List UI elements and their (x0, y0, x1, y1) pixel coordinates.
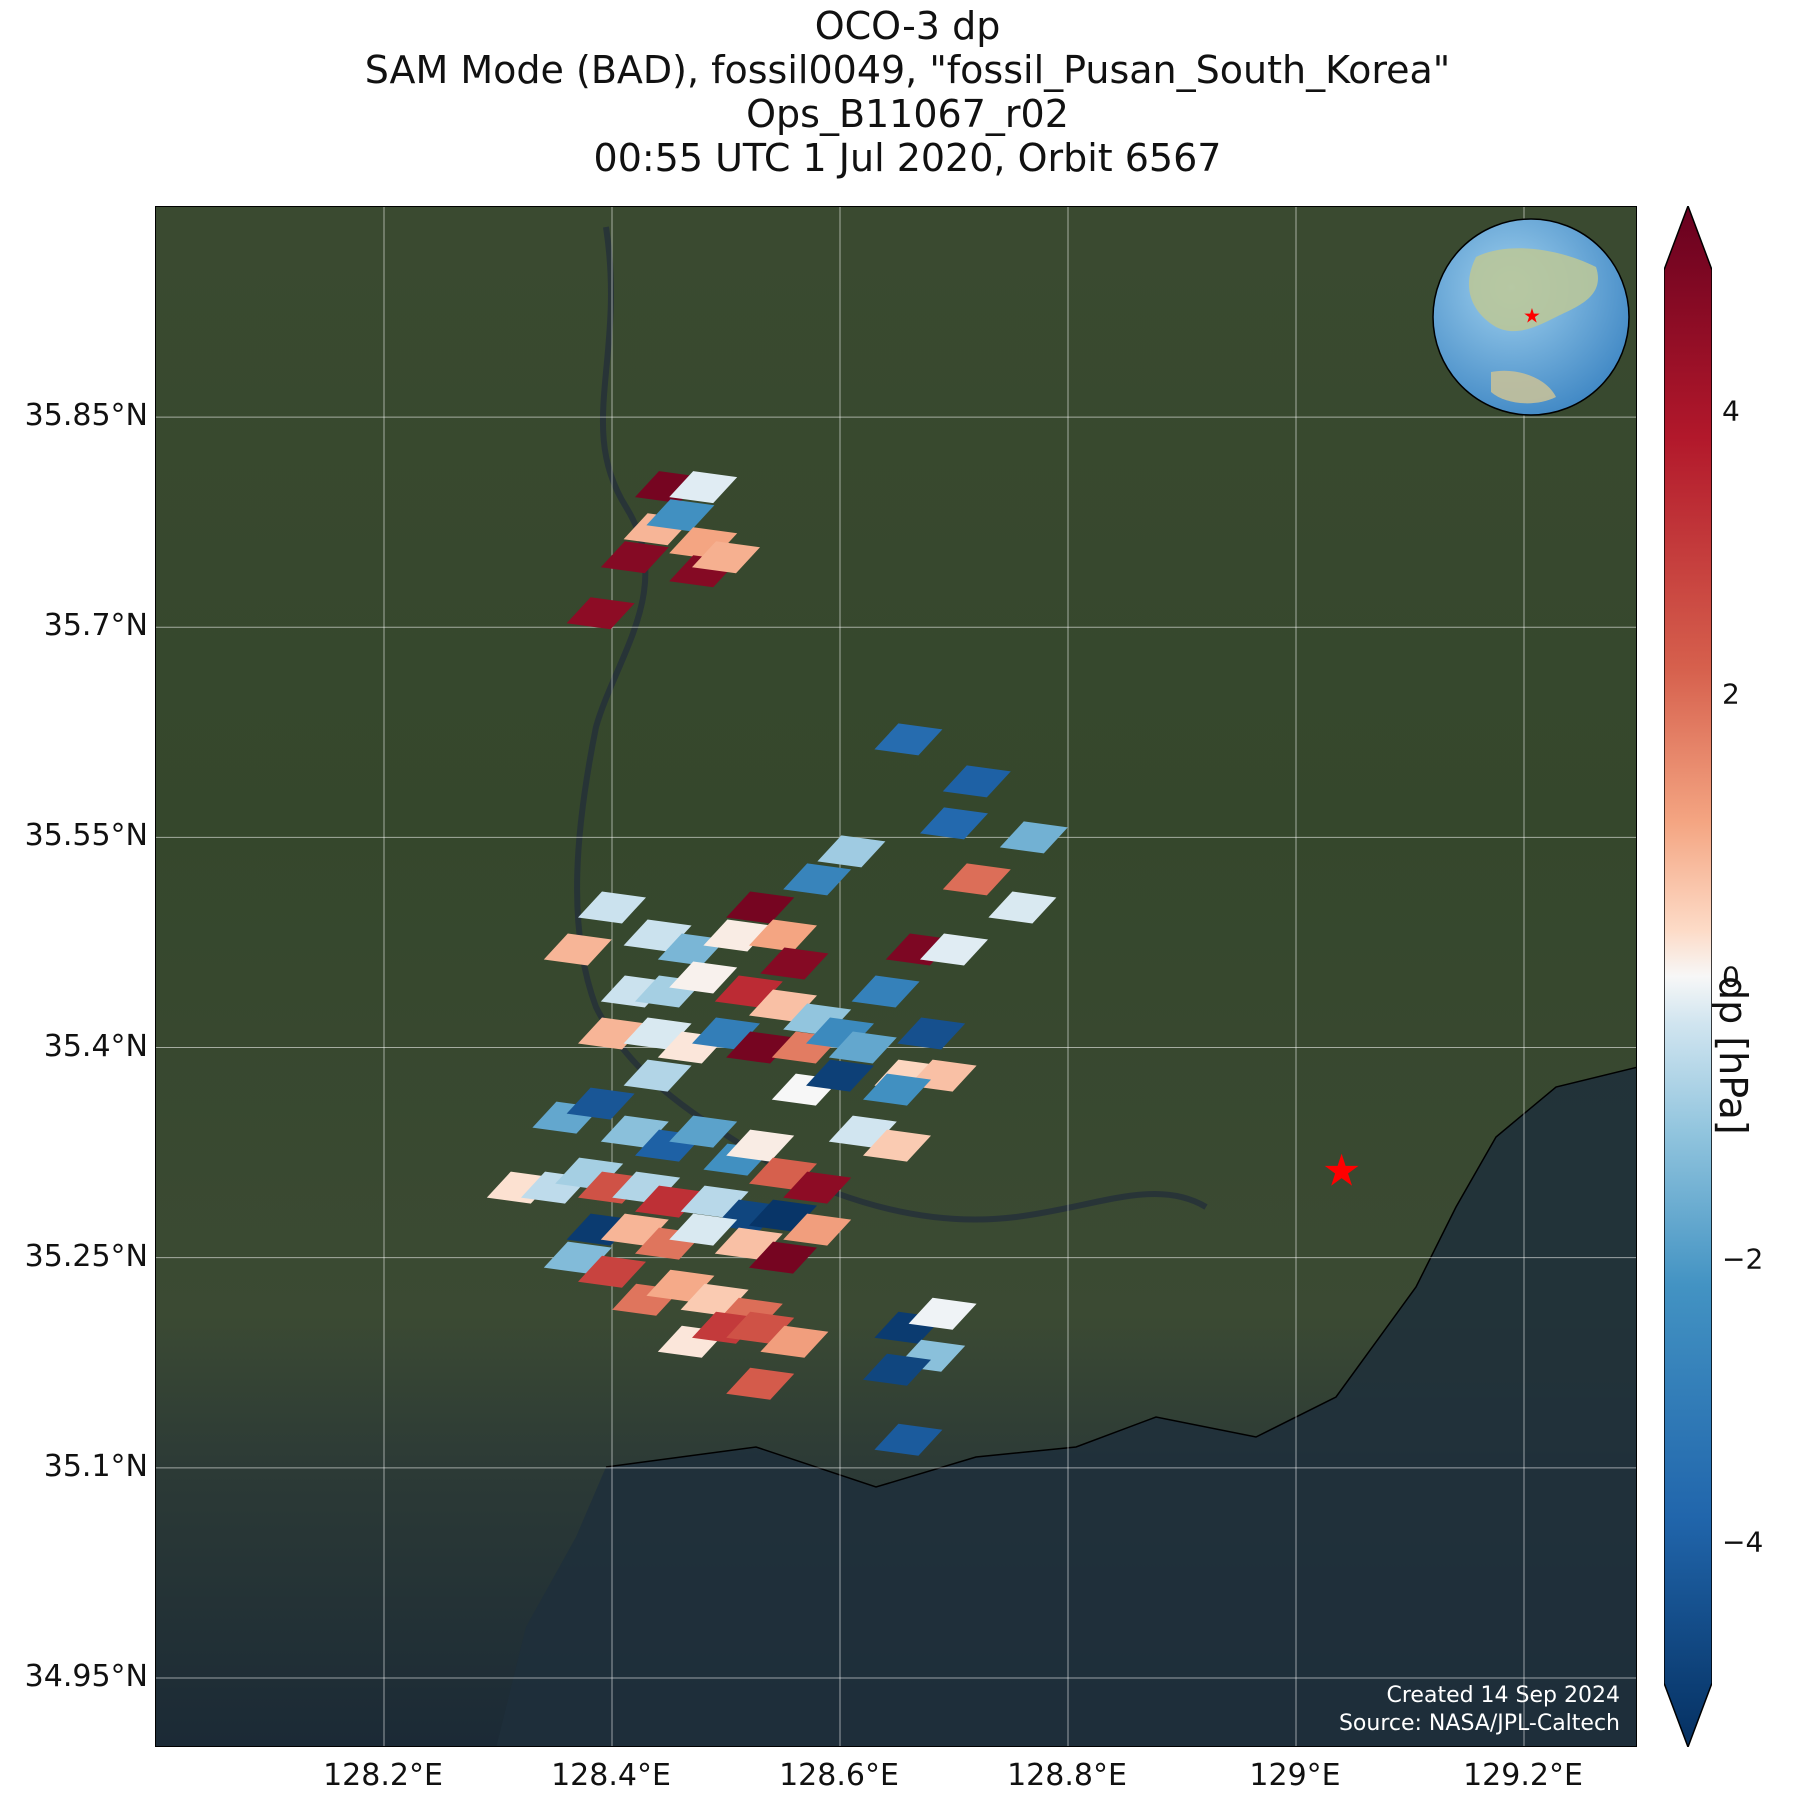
lat-tick-label: 35.1°N (43, 1448, 148, 1484)
title-line-1: OCO-3 dp (814, 4, 1001, 48)
lat-tick-label: 35.25°N (24, 1238, 148, 1274)
dp-footprint (543, 933, 612, 966)
dp-footprint (828, 1031, 897, 1064)
title-line-2: SAM Mode (BAD), fossil0049, "fossil_Pusa… (364, 48, 1451, 92)
dp-footprint (623, 1059, 692, 1092)
created-date: Created 14 Sep 2024 (1386, 1683, 1621, 1708)
dp-footprint (669, 961, 738, 994)
dp-footprint (874, 1423, 943, 1456)
dp-footprint (874, 723, 943, 756)
colorbar-tick-label: 2 (1722, 677, 1740, 711)
grid-lines (156, 207, 1636, 1746)
dp-footprint (749, 1241, 817, 1274)
dp-footprint (749, 919, 817, 952)
dp-footprint (851, 975, 920, 1008)
map-panel[interactable]: ★ ★ Created 14 Sep 2024 Source: NASA/JPL… (155, 206, 1637, 1747)
dp-footprint (863, 1353, 931, 1386)
dp-footprint (760, 947, 829, 980)
credit-text: Created 14 Sep 2024 Source: NASA/JPL-Cal… (1339, 1682, 1620, 1738)
lat-tick-label: 35.7°N (43, 608, 148, 644)
lat-tick-label: 35.85°N (24, 398, 148, 434)
lat-tick-label: 35.55°N (24, 818, 148, 854)
dp-footprint (897, 1017, 966, 1050)
inset-globe: ★ (1432, 218, 1630, 416)
dp-footprint (726, 1367, 795, 1400)
dp-footprint (578, 1255, 646, 1288)
lon-tick-label: 129°E (1249, 1758, 1341, 1793)
dp-footprints (486, 471, 1068, 1456)
dp-footprint (669, 471, 738, 504)
target-marker: ★ (1322, 1146, 1361, 1197)
dp-footprint (566, 1087, 635, 1120)
dp-footprint (669, 1115, 738, 1148)
dp-footprint (783, 863, 852, 896)
dp-footprint (783, 1213, 852, 1246)
title-line-4: 00:55 UTC 1 Jul 2020, Orbit 6567 (593, 136, 1222, 180)
dp-footprint (669, 1213, 738, 1246)
sea-area (496, 1067, 1636, 1746)
dp-footprint (863, 1073, 931, 1106)
title-line-3: Ops_B11067_r02 (746, 92, 1069, 136)
coastline (605, 1066, 1636, 1488)
source-text: Source: NASA/JPL-Caltech (1338, 1711, 1620, 1736)
lon-tick-label: 128.8°E (1007, 1758, 1127, 1793)
dp-footprint (920, 807, 988, 840)
dp-footprint (692, 541, 760, 574)
dp-footprint (817, 835, 886, 868)
lat-tick-label: 35.4°N (43, 1028, 148, 1064)
dp-footprint (783, 1171, 852, 1204)
dp-footprint (920, 933, 988, 966)
dp-footprint (988, 891, 1057, 924)
colorbar-tick-label: −4 (1722, 1525, 1764, 1559)
dp-footprint (726, 891, 795, 924)
map-canvas: ★ ★ (156, 207, 1636, 1746)
colorbar-label: dp [hPa] (1711, 976, 1755, 1135)
dp-footprint (600, 541, 669, 574)
colorbar-tick-label: 0 (1722, 960, 1740, 993)
dp-footprint (578, 891, 646, 924)
lat-tick-label: 34.95°N (24, 1658, 148, 1694)
globe-star-icon: ★ (1523, 304, 1541, 328)
lon-tick-label: 128.6°E (779, 1758, 899, 1793)
dp-footprint (806, 1059, 874, 1092)
lon-tick-label: 128.4°E (551, 1758, 671, 1793)
dp-footprint (863, 1129, 931, 1162)
lon-tick-label: 128.2°E (323, 1758, 443, 1793)
colorbar (1664, 206, 1712, 1747)
lon-tick-label: 129.2°E (1463, 1758, 1583, 1793)
dp-footprint (760, 1325, 829, 1358)
river (574, 226, 1208, 1223)
dp-footprint (942, 765, 1011, 798)
dp-footprint (566, 597, 635, 630)
dp-footprint (942, 863, 1011, 896)
dp-footprint (726, 1129, 795, 1162)
dp-footprint (999, 821, 1068, 854)
target-star-icon: ★ (1322, 1146, 1361, 1197)
colorbar-tick-label: 4 (1722, 394, 1740, 428)
colorbar-tick-label: −2 (1722, 1242, 1764, 1276)
dp-footprint (908, 1297, 977, 1330)
dp-footprint (646, 499, 715, 532)
